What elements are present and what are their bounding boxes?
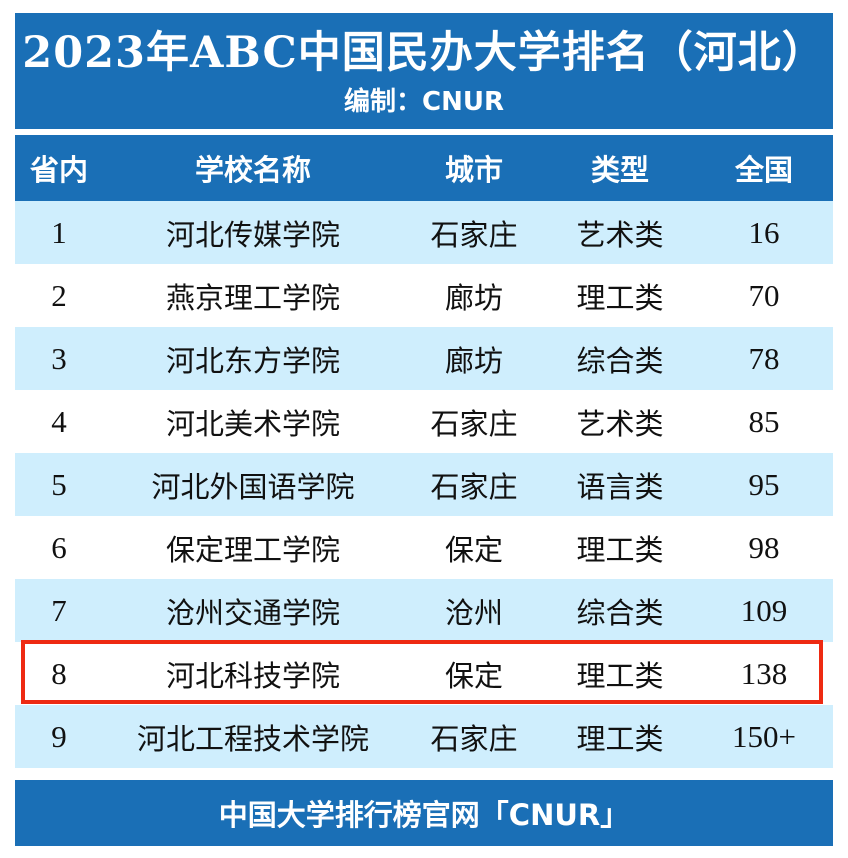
compiler-credit: 编制：CNUR	[344, 87, 504, 117]
cell-type: 艺术类	[576, 406, 664, 441]
cell-national-rank: 98	[748, 529, 780, 565]
ranking-table-card: 2023年ABC中国民办大学排名（河北） 编制：CNUR 省内 学校名称 城市 …	[15, 13, 833, 846]
table-row: 9 河北工程技术学院 石家庄 理工类 150+	[15, 705, 833, 768]
cell-city: 廊坊	[444, 280, 503, 315]
cell-provincial-rank: 8	[51, 655, 67, 691]
column-header-provincial-rank: 省内	[29, 153, 88, 187]
cell-provincial-rank: 3	[51, 340, 67, 376]
title-banner: 2023年ABC中国民办大学排名（河北） 编制：CNUR	[15, 13, 833, 129]
table-row: 1 河北传媒学院 石家庄 艺术类 16	[15, 201, 833, 264]
cell-type: 理工类	[576, 280, 664, 315]
table-row: 7 沧州交通学院 沧州 综合类 109	[15, 579, 833, 642]
column-header-type: 类型	[590, 153, 649, 187]
cell-city: 保定	[444, 532, 503, 567]
cell-school-name: 沧州交通学院	[165, 595, 340, 630]
table-row: 4 河北美术学院 石家庄 艺术类 85	[15, 390, 833, 453]
cell-national-rank: 78	[748, 340, 780, 376]
cell-city: 石家庄	[430, 406, 518, 441]
cell-school-name: 河北外国语学院	[151, 469, 355, 504]
cell-city: 石家庄	[430, 721, 518, 756]
cell-school-name: 保定理工学院	[165, 532, 340, 567]
cell-national-rank: 138	[740, 655, 788, 691]
table-row: 2 燕京理工学院 廊坊 理工类 70	[15, 264, 833, 327]
cell-national-rank: 150+	[732, 718, 796, 754]
column-header-national-rank: 全国	[734, 153, 793, 187]
cell-city: 石家庄	[430, 217, 518, 252]
cell-city: 沧州	[444, 595, 503, 630]
cell-school-name: 河北工程技术学院	[136, 721, 369, 756]
cell-school-name: 燕京理工学院	[165, 280, 340, 315]
cell-national-rank: 16	[748, 214, 780, 250]
cell-provincial-rank: 2	[51, 277, 67, 313]
cell-national-rank: 109	[740, 592, 788, 628]
cell-type: 理工类	[576, 658, 664, 693]
cell-provincial-rank: 9	[51, 718, 67, 754]
cell-provincial-rank: 6	[51, 529, 67, 565]
page-title: 2023年ABC中国民办大学排名（河北）	[22, 28, 826, 78]
cell-provincial-rank: 5	[51, 466, 67, 502]
cell-city: 石家庄	[430, 469, 518, 504]
cell-type: 理工类	[576, 532, 664, 567]
footer-banner: 中国大学排行榜官网「CNUR」	[15, 780, 833, 846]
cell-school-name: 河北科技学院	[165, 658, 340, 693]
cell-national-rank: 95	[748, 466, 780, 502]
table-row: 8 河北科技学院 保定 理工类 138	[15, 642, 833, 705]
cell-provincial-rank: 1	[51, 214, 67, 250]
column-header-city: 城市	[444, 153, 503, 187]
cell-national-rank: 70	[748, 277, 780, 313]
cell-city: 保定	[444, 658, 503, 693]
cell-type: 理工类	[576, 721, 664, 756]
table-row: 3 河北东方学院 廊坊 综合类 78	[15, 327, 833, 390]
cell-provincial-rank: 4	[51, 403, 67, 439]
table-header-row: 省内 学校名称 城市 类型 全国	[15, 135, 833, 201]
cell-type: 综合类	[576, 595, 664, 630]
table-row: 5 河北外国语学院 石家庄 语言类 95	[15, 453, 833, 516]
table-row: 6 保定理工学院 保定 理工类 98	[15, 516, 833, 579]
cell-type: 综合类	[576, 343, 664, 378]
cell-type: 艺术类	[576, 217, 664, 252]
cell-type: 语言类	[576, 469, 664, 504]
cell-provincial-rank: 7	[51, 592, 67, 628]
cell-city: 廊坊	[444, 343, 503, 378]
column-header-school-name: 学校名称	[194, 153, 311, 187]
cell-school-name: 河北东方学院	[165, 343, 340, 378]
cell-school-name: 河北美术学院	[165, 406, 340, 441]
cell-school-name: 河北传媒学院	[165, 217, 340, 252]
cell-national-rank: 85	[748, 403, 780, 439]
